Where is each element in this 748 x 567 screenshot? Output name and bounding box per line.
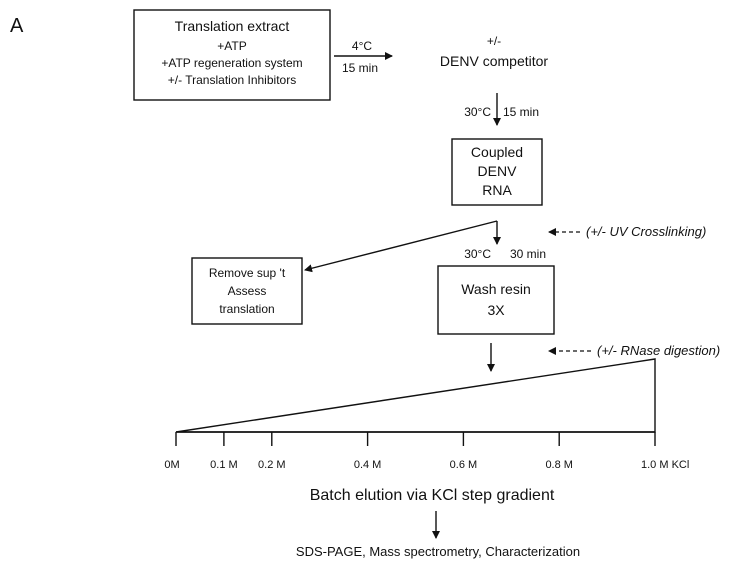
- step3-time: 30 min: [510, 247, 546, 261]
- gradient-tick-label: 0.2 M: [258, 459, 286, 471]
- batch-elution-label: Batch elution via KCl step gradient: [310, 487, 555, 504]
- gradient-tick-label: 1.0 M KCl: [641, 459, 689, 471]
- step2-temp: 30°C: [464, 105, 491, 119]
- wash-line-1: Wash resin: [461, 281, 531, 297]
- coupled-line-3: RNA: [482, 182, 512, 198]
- remove-supernatant-box: [191, 257, 303, 325]
- rnase-digestion-note: (+/- RNase digestion): [597, 343, 720, 358]
- extract-line-3: +ATP regeneration system: [161, 56, 302, 70]
- coupled-line-1: Coupled: [471, 144, 523, 160]
- coupled-rna-box: [451, 138, 543, 206]
- gradient-tick-label: 0M: [164, 459, 179, 471]
- wash-line-2: 3X: [487, 302, 505, 318]
- gradient-tick-label: 0.4 M: [354, 459, 382, 471]
- wash-resin-box: [437, 265, 555, 335]
- panel-label: A: [10, 15, 24, 37]
- supernatant-path-arrow: [304, 220, 498, 273]
- kcl-gradient-axis: 0M 0.1 M 0.2 M 0.4 M 0.6 M 0.8 M 1.0 M KCl: [164, 431, 689, 471]
- gradient-tick-label: 0.6 M: [450, 459, 478, 471]
- gradient-tick-label: 0.8 M: [545, 459, 573, 471]
- extract-line-2: +ATP: [217, 39, 246, 53]
- arrow1-time: 15 min: [342, 61, 378, 75]
- step2-time: 15 min: [503, 105, 539, 119]
- arrow1-temp: 4°C: [352, 39, 372, 53]
- extract-line-1: Translation extract: [175, 18, 290, 34]
- kcl-gradient-wedge: [175, 358, 656, 433]
- final-analysis-label: SDS-PAGE, Mass spectrometry, Characteriz…: [296, 544, 580, 559]
- extract-line-4: +/- Translation Inhibitors: [168, 73, 296, 87]
- step3-temp: 30°C: [464, 247, 491, 261]
- remove-line-1: Remove sup 't: [209, 266, 286, 280]
- competitor-line-1: +/-: [487, 34, 501, 48]
- coupled-line-2: DENV: [478, 163, 518, 179]
- competitor-line-2: DENV competitor: [440, 53, 548, 69]
- translation-extract-box: [133, 9, 331, 101]
- remove-line-3: translation: [219, 302, 274, 316]
- remove-line-2: Assess: [228, 284, 267, 298]
- gradient-tick-label: 0.1 M: [210, 459, 238, 471]
- uv-crosslinking-note: (+/- UV Crosslinking): [586, 224, 706, 239]
